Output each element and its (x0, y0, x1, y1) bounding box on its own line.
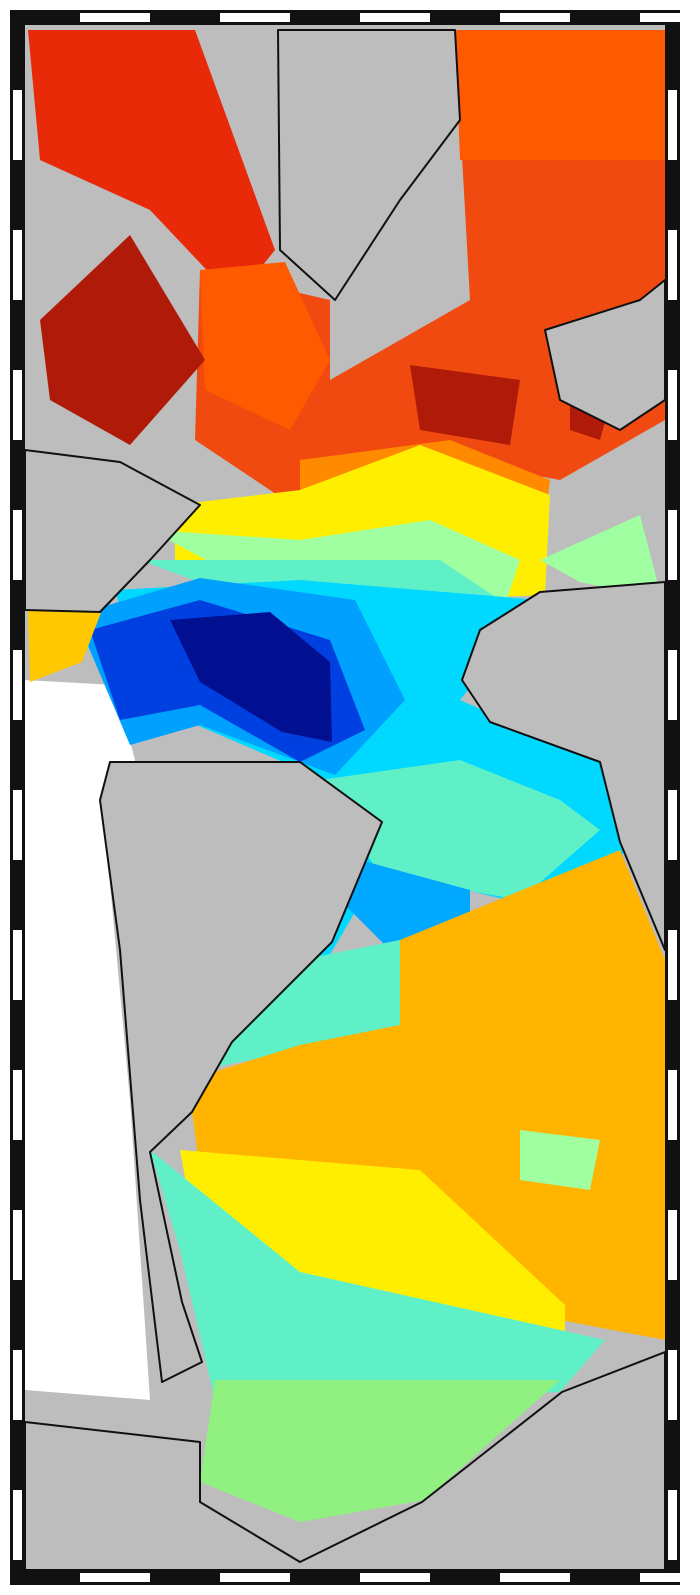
frame-ticks (13, 13, 700, 1582)
frame-segment (220, 13, 290, 22)
mediterranean (540, 515, 662, 600)
frame-segment (360, 1573, 430, 1582)
frame-segment (13, 90, 22, 160)
frame-segment (668, 1070, 677, 1140)
contour-darkred (410, 365, 520, 445)
frame-segment (668, 650, 677, 720)
frame-segment (13, 1070, 22, 1140)
contour-yellow (180, 1150, 565, 1342)
frame-segment (13, 1350, 22, 1420)
frame-segment (80, 1573, 150, 1582)
frame-segment (13, 790, 22, 860)
frame-segment (13, 650, 22, 720)
frame-segment (668, 90, 677, 160)
contour-aqua (320, 760, 600, 900)
map-area (25, 25, 665, 1570)
hudson-bay (40, 235, 205, 445)
africa (461, 581, 665, 951)
south-america (99, 761, 383, 1383)
frame-segment (668, 510, 677, 580)
frame-segment (360, 13, 430, 22)
frame-segment (668, 370, 677, 440)
contour-orange (300, 440, 550, 520)
frame-segment (13, 370, 22, 440)
frame-segment (13, 1210, 22, 1280)
contour-orange (455, 30, 665, 160)
frame-segment (668, 1490, 677, 1560)
contour-aqua (150, 1150, 605, 1422)
labrador-sea (200, 262, 330, 430)
frame-segment (13, 930, 22, 1000)
frame-segment (500, 1573, 570, 1582)
contour-navy (170, 612, 332, 742)
greenland (277, 29, 461, 301)
frame-segment (668, 930, 677, 1000)
north-america (25, 449, 201, 613)
contour-gold (188, 850, 665, 1340)
frame-segment (640, 13, 700, 22)
contour-lightgreen (520, 1130, 600, 1190)
frame-segment (80, 13, 150, 22)
frame-segment (500, 13, 570, 22)
frame-segment (13, 510, 22, 580)
gulf-of-mexico (28, 610, 102, 682)
frame-segment (13, 230, 22, 300)
baffin-bay (28, 30, 275, 300)
frame-segment (668, 1210, 677, 1280)
europe (544, 279, 665, 431)
frame-segment (668, 1350, 677, 1420)
frame-segment (220, 1573, 290, 1582)
frame-segment (13, 1490, 22, 1560)
unmapped-ocean (25, 680, 150, 1400)
frame-segment (668, 230, 677, 300)
frame-segment (668, 790, 677, 860)
frame-segment (640, 1573, 700, 1582)
antarctica (25, 1351, 665, 1570)
contour-lightgreen (200, 1380, 560, 1522)
